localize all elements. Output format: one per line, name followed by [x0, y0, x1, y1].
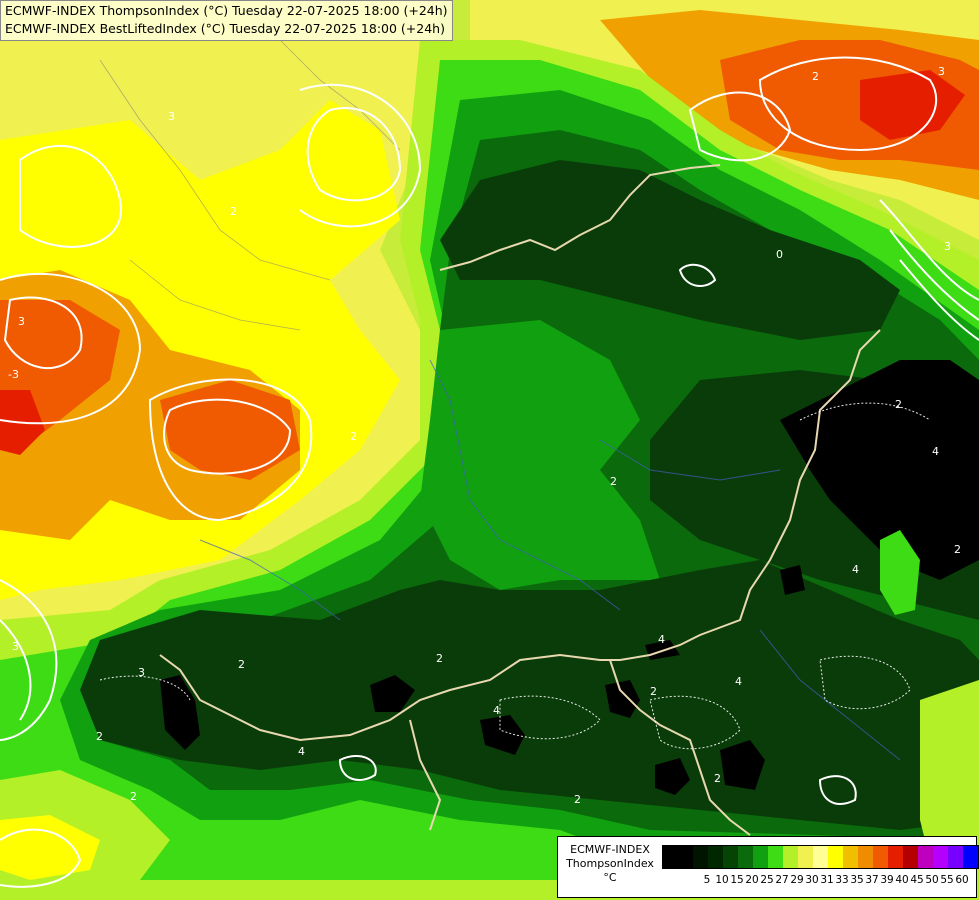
legend-swatch	[768, 846, 783, 868]
color-legend: ECMWF-INDEX ThompsonIndex °C 5 10 15 20 25 27…	[557, 836, 979, 898]
contour-label: 2	[96, 730, 103, 743]
admin-lines	[99, 39, 401, 331]
legend-tick-label: 35	[850, 874, 864, 886]
legend-swatch	[813, 846, 828, 868]
black-patch-1	[160, 675, 200, 750]
black-patch-5	[655, 758, 690, 795]
legend-swatch	[948, 846, 963, 868]
orange-region-center	[160, 380, 300, 480]
contour-label: 3	[12, 640, 19, 653]
contour-label: 4	[658, 633, 665, 646]
title-best-lifted-index: ECMWF-INDEX BestLiftedIndex (°C) Tuesday…	[5, 21, 445, 36]
black-region-east	[780, 360, 979, 580]
contour-label: 4	[932, 445, 939, 458]
green-spot-east	[880, 530, 920, 615]
contour-labels: 3 2 3 -3 2 3 2 0 3 4 3 3 2 2 4 4 2 4 2 4…	[8, 65, 961, 806]
legend-parameter: ThompsonIndex	[566, 857, 654, 870]
legend-tick-label: 50	[925, 874, 939, 886]
contour-label: 2	[895, 398, 902, 411]
legend-swatch	[828, 846, 843, 868]
contour-label: 2	[238, 658, 245, 671]
contour-label: 0	[776, 248, 783, 261]
black-patch-2	[370, 675, 415, 712]
legend-tick-label: 15	[730, 874, 744, 886]
legend-tick-label: 25	[760, 874, 774, 886]
contour-label: -3	[8, 368, 19, 381]
legend-swatch	[693, 846, 708, 868]
contour-label: 3	[18, 315, 25, 328]
contour-label: 4	[735, 675, 742, 688]
contour-label: 2	[714, 772, 721, 785]
legend-tick-label: 5	[703, 874, 711, 886]
legend-swatch	[903, 846, 918, 868]
legend-title: ECMWF-INDEX ThompsonIndex °C	[560, 843, 660, 885]
contour-label: 3	[138, 666, 145, 679]
legend-swatch	[933, 846, 948, 868]
legend-tick-label: 45	[910, 874, 924, 886]
black-patch-4	[605, 680, 640, 718]
legend-swatch	[708, 846, 723, 868]
legend-swatch	[858, 846, 873, 868]
black-patch-7	[780, 565, 805, 595]
legend-swatch	[753, 846, 768, 868]
legend-source: ECMWF-INDEX	[570, 843, 650, 856]
dark-green-north	[440, 160, 900, 340]
legend-tick-label: 40	[895, 874, 909, 886]
country-borders	[159, 164, 881, 836]
legend-tick-label: 31	[820, 874, 834, 886]
black-patch-6	[720, 740, 765, 790]
legend-tick-label: 39	[880, 874, 894, 886]
legend-tick-label: 60	[955, 874, 969, 886]
legend-tick-label: 20	[745, 874, 759, 886]
contour-label: 4	[493, 704, 500, 717]
legend-color-bar	[662, 845, 979, 869]
legend-swatch	[723, 846, 738, 868]
legend-swatch	[678, 846, 693, 868]
legend-swatch	[663, 846, 678, 868]
contour-label: 3	[168, 110, 175, 123]
legend-swatch	[783, 846, 798, 868]
legend-swatch	[963, 846, 978, 868]
contours-solid	[0, 56, 979, 888]
red-core-northeast	[860, 70, 965, 140]
title-thompson-index: ECMWF-INDEX ThompsonIndex (°C) Tuesday 2…	[5, 3, 448, 18]
legend-tick-label: 10	[715, 874, 729, 886]
legend-swatch	[843, 846, 858, 868]
contour-label: 3	[938, 65, 945, 78]
contour-label: 2	[650, 685, 657, 698]
rivers	[199, 359, 901, 761]
contour-label: 2	[130, 790, 137, 803]
contour-label: 2	[574, 793, 581, 806]
legend-unit: °C	[603, 871, 617, 884]
contour-label: 2	[610, 475, 617, 488]
contour-label: 4	[298, 745, 305, 758]
legend-swatch	[798, 846, 813, 868]
legend-swatch	[738, 846, 753, 868]
contour-label: 2	[954, 543, 961, 556]
legend-tick-label: 27	[775, 874, 789, 886]
contour-label: 2	[230, 205, 237, 218]
contour-label: 4	[852, 563, 859, 576]
legend-tick-label: 55	[940, 874, 954, 886]
contour-label: 2	[350, 430, 357, 443]
legend-tick-label: 37	[865, 874, 879, 886]
contour-label: 2	[436, 652, 443, 665]
legend-swatch	[888, 846, 903, 868]
contour-label: 3	[944, 240, 951, 253]
contour-label: 2	[812, 70, 819, 83]
legend-swatch	[873, 846, 888, 868]
map-title-box: ECMWF-INDEX ThompsonIndex (°C) Tuesday 2…	[0, 0, 453, 41]
black-patch-3	[480, 715, 525, 755]
legend-tick-label: 33	[835, 874, 849, 886]
contours-dotted	[99, 402, 931, 750]
legend-tick-label: 29	[790, 874, 804, 886]
legend-tick-label: 30	[805, 874, 819, 886]
green-interior-center	[420, 320, 660, 590]
legend-swatch	[918, 846, 933, 868]
